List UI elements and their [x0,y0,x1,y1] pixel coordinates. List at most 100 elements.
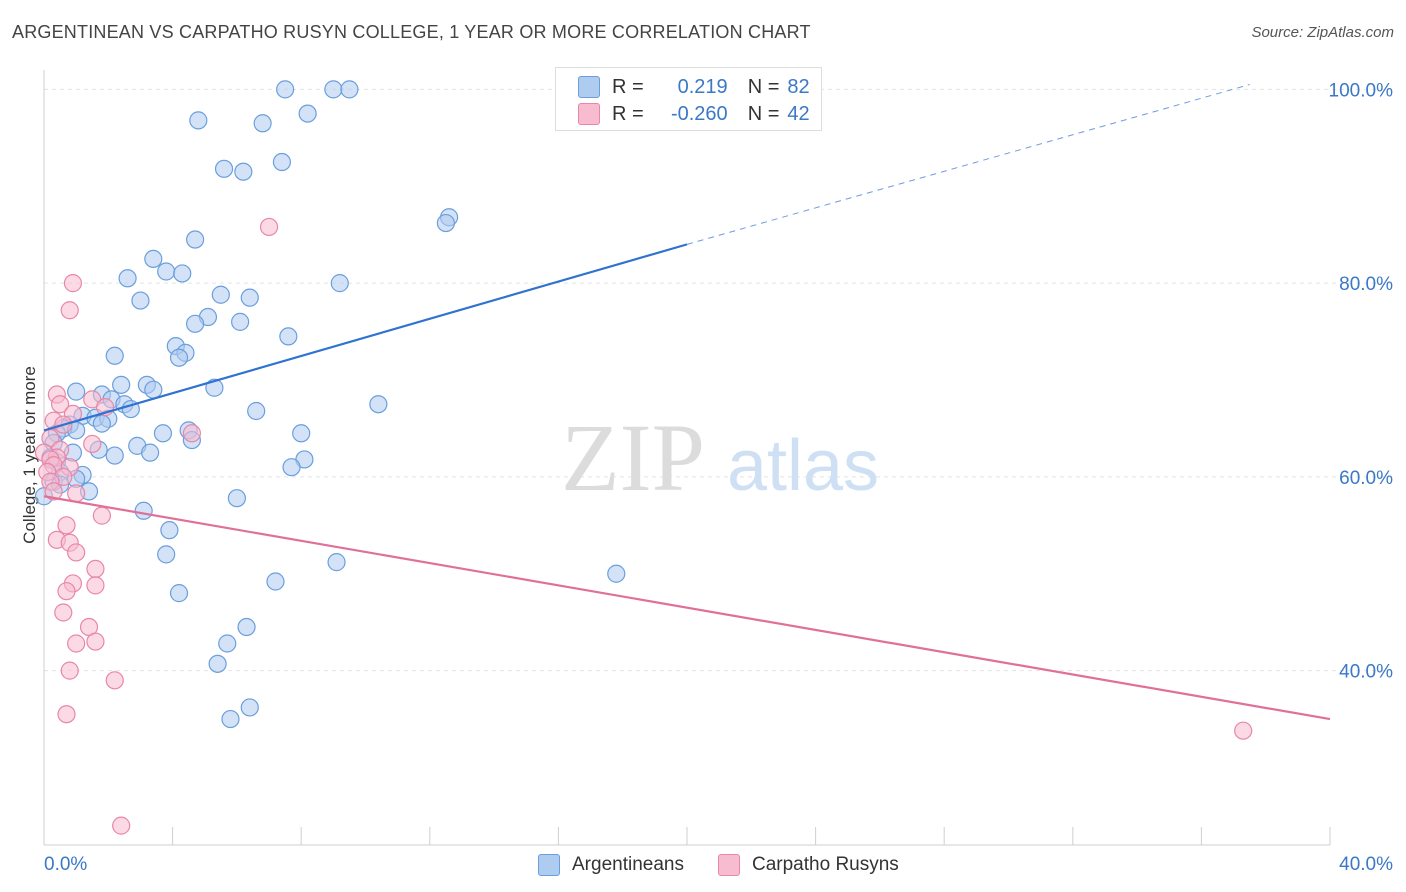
data-point-carpatho-rusyns [112,816,131,835]
bottom-legend-swatch-pink [718,854,740,876]
data-point-argentineans [247,401,266,421]
data-point-argentineans [240,698,259,717]
data-point-argentineans [214,159,234,178]
data-point-argentineans [157,262,176,281]
data-point-argentineans [112,375,131,394]
data-point-argentineans [436,213,455,233]
legend-r-value: 0.219 [677,75,728,98]
bottom-legend-carpatho-rusyns: Carpatho Rusyns [718,852,899,878]
legend-row-carpatho-rusyns: R = -0.260 N = 42 [556,101,810,127]
watermark-zip: ZIP [561,404,705,511]
data-point-argentineans [276,80,295,99]
data-point-argentineans [140,443,160,462]
data-point-carpatho-rusyns [105,671,124,690]
data-point-argentineans [227,489,246,508]
bottom-legend-swatch-blue [538,854,560,876]
data-point-argentineans [105,446,124,465]
data-point-carpatho-rusyns [67,634,86,653]
y-tick-label: 100.0% [1329,80,1394,101]
series-argentineans [34,80,626,729]
data-point-carpatho-rusyns [86,632,105,651]
data-point-argentineans [205,378,224,397]
data-point-argentineans [169,348,189,367]
data-point-argentineans [186,314,205,333]
trendline-carpatho-rusyns [43,495,1331,721]
y-tick-label: 80.0% [1339,274,1393,295]
trend-lines [43,84,1331,721]
data-point-argentineans [221,709,240,729]
legend-n-label: N = [747,102,780,125]
data-point-argentineans [134,501,153,520]
bottom-legend-argentineans: Argentineans [538,852,684,878]
data-point-carpatho-rusyns [60,661,79,680]
data-point-argentineans [105,346,124,365]
data-point-argentineans [208,654,227,673]
data-point-argentineans [92,414,111,433]
tick-labels: 40.0% 60.0% 80.0% 100.0% 0.0% 40.0% [44,80,1393,875]
data-point-carpatho-rusyns [86,576,105,595]
data-point-argentineans [282,458,301,477]
data-point-carpatho-rusyns [259,217,279,237]
data-point-argentineans [369,395,388,414]
data-point-carpatho-rusyns [44,482,63,501]
legend-row-argentineans: R = 0.219 N = 82 [556,74,810,100]
legend-swatch-blue [578,76,600,98]
bottom-legend-label: Carpatho Rusyns [752,854,899,875]
data-point-argentineans [237,617,256,637]
data-point-argentineans [240,288,259,307]
legend-r-label: R = [612,75,644,98]
data-point-argentineans [292,424,311,443]
data-point-carpatho-rusyns [57,705,76,724]
bottom-legend-label: Argentineans [572,854,684,875]
data-point-argentineans [173,264,192,283]
data-point-argentineans [157,545,176,564]
x-tick-label: 40.0% [1339,854,1393,875]
y-tick-label: 60.0% [1339,468,1393,489]
data-point-argentineans [266,572,285,591]
data-point-carpatho-rusyns [57,516,76,535]
legend-n-value: 42 [787,102,810,125]
watermark: ZIP atlas [561,404,879,511]
data-point-argentineans [144,249,163,269]
data-point-argentineans [253,114,272,133]
data-point-carpatho-rusyns [63,274,83,293]
trendline-argentineans [43,243,688,432]
data-point-argentineans [153,424,173,443]
data-point-argentineans [279,327,298,346]
data-point-argentineans [330,274,349,293]
x-tick-label: 0.0% [44,854,87,875]
data-point-carpatho-rusyns [83,434,102,454]
legend-r-label: R = [612,102,644,125]
data-point-carpatho-rusyns [92,506,111,525]
data-point-argentineans [327,553,346,572]
legend-n-value: 82 [787,75,810,98]
data-point-argentineans [272,152,292,172]
chart-title: ARGENTINEAN VS CARPATHO RUSYN COLLEGE, 1… [12,22,811,42]
data-point-argentineans [67,382,86,401]
data-point-argentineans [118,269,137,288]
data-point-carpatho-rusyns [50,395,70,414]
stats-legend: R = 0.219 N = 82 R = -0.260 N = 42 [555,67,822,131]
data-point-argentineans [234,162,253,181]
data-point-argentineans [231,312,250,331]
data-point-argentineans [607,564,626,583]
gridlines [44,88,1392,672]
data-point-argentineans [298,104,317,123]
data-point-carpatho-rusyns [1234,721,1253,740]
data-point-argentineans [189,111,208,130]
data-point-carpatho-rusyns [67,543,86,562]
legend-swatch-pink [578,103,600,125]
data-point-argentineans [160,521,179,540]
data-point-argentineans [324,80,343,99]
legend-r-value: -0.260 [670,102,728,125]
y-tick-label: 40.0% [1339,662,1393,683]
data-point-carpatho-rusyns [86,559,105,579]
watermark-atlas: atlas [727,426,879,506]
data-point-argentineans [131,291,150,310]
source-credit: Source: ZipAtlas.com [1251,24,1394,41]
data-point-argentineans [144,380,163,399]
data-point-argentineans [211,285,230,304]
data-point-carpatho-rusyns [57,582,76,601]
data-point-argentineans [340,80,359,99]
